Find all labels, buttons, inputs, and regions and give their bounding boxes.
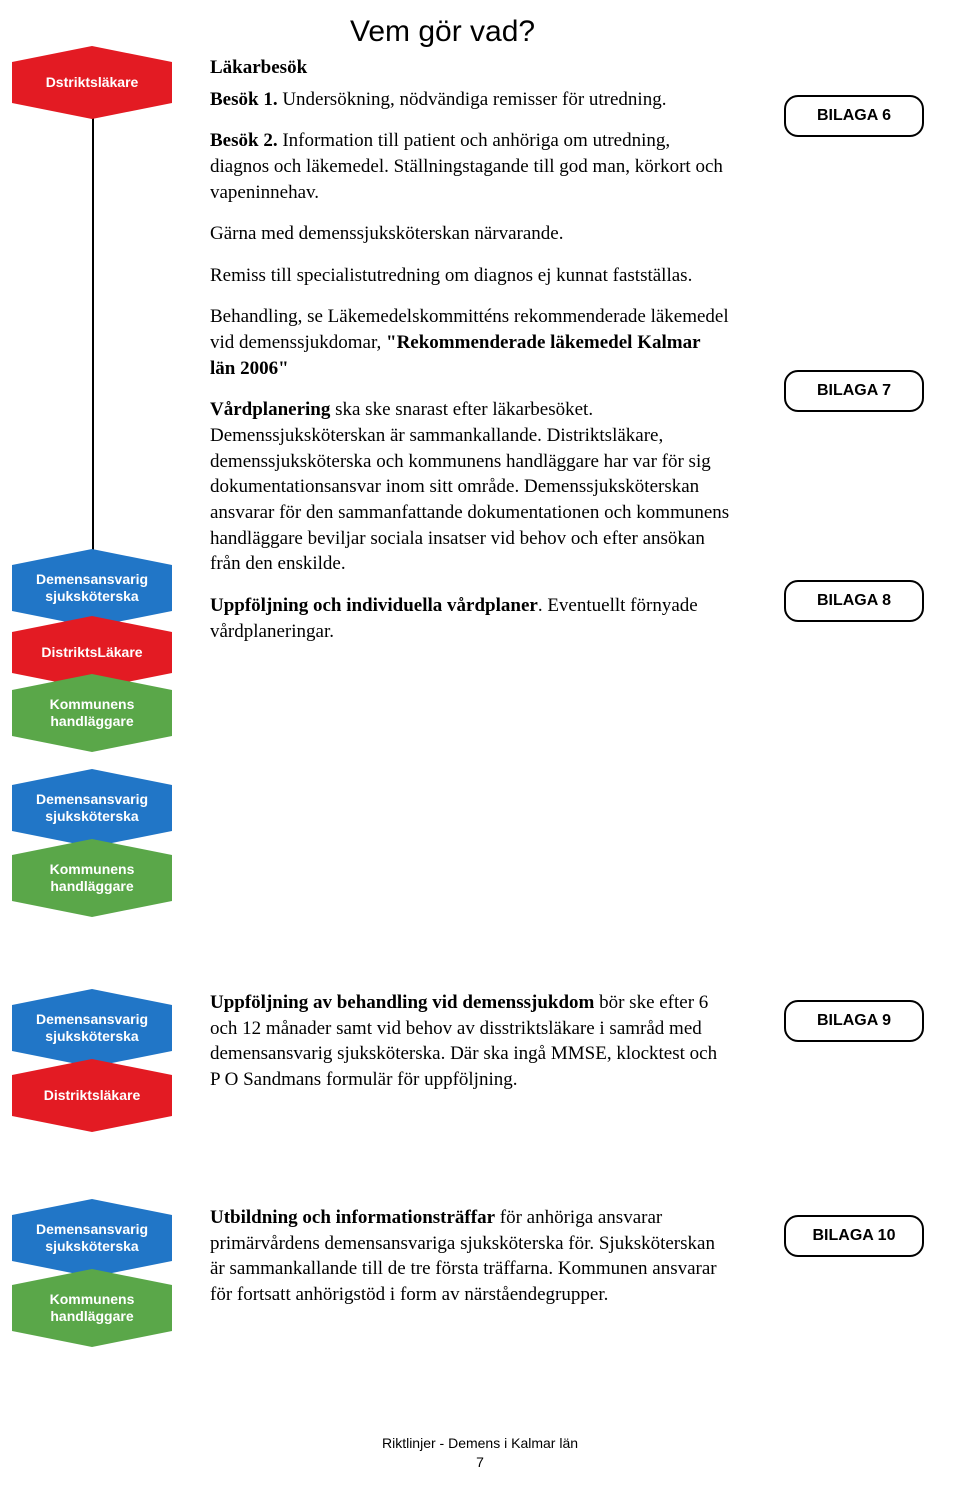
- flow-node-dstriktslakare: Dstriktsläkare: [12, 62, 172, 103]
- paragraph-garna: Gärna med demenssjuksköterskan närvarand…: [210, 221, 730, 247]
- lead-bold: Vårdplanering: [210, 399, 330, 420]
- section-utbildning: Utbildning och informationsträffar för a…: [210, 1205, 730, 1324]
- flow-node-distriktslakare-2: DistriktsLäkare: [12, 632, 172, 673]
- flow-line: [92, 90, 94, 570]
- flow-node-label: Demensansvarig sjuksköterska: [36, 1011, 148, 1044]
- badge-bilaga-9: BILAGA 9: [784, 1000, 924, 1042]
- badge-bilaga-7: BILAGA 7: [784, 370, 924, 412]
- text: Undersökning, nödvändiga remisser för ut…: [278, 89, 667, 110]
- flow-node-label: Demensansvarig sjuksköterska: [36, 1221, 148, 1254]
- text: Information till patient och anhöriga om…: [210, 130, 723, 202]
- flow-node-demensansvarig-4: Demensansvarig sjuksköterska: [12, 1215, 172, 1261]
- lead-bold: Besök 2.: [210, 130, 278, 151]
- flow-node-kommunens-3: Kommunens handläggare: [12, 1285, 172, 1331]
- flow-node-demensansvarig-2: Demensansvarig sjuksköterska: [12, 785, 172, 831]
- section-uppfoljning-behandling: Uppföljning av behandling vid demenssjuk…: [210, 990, 730, 1109]
- flow-node-label: Kommunens handläggare: [50, 1291, 135, 1324]
- flow-node-label: DistriktsLäkare: [41, 644, 142, 660]
- flow-node-demensansvarig-3: Demensansvarig sjuksköterska: [12, 1005, 172, 1051]
- paragraph-vardplanering: Vårdplanering ska ske snarast efter läka…: [210, 397, 730, 576]
- lead-bold: Uppföljning och individuella vårdplaner: [210, 595, 538, 616]
- page: Vem gör vad? Dstriktsläkare Demensansvar…: [0, 0, 960, 1493]
- badge-bilaga-6: BILAGA 6: [784, 95, 924, 137]
- paragraph-besok1: Besök 1. Undersökning, nödvändiga remiss…: [210, 87, 730, 113]
- paragraph-utbildning: Utbildning och informationsträffar för a…: [210, 1205, 730, 1308]
- paragraph-besok2: Besök 2. Information till patient och an…: [210, 128, 730, 205]
- badge-bilaga-8: BILAGA 8: [784, 580, 924, 622]
- flow-node-kommunens-2: Kommunens handläggare: [12, 855, 172, 901]
- heading-lakarbesok: Läkarbesök: [210, 55, 730, 81]
- paragraph-uppfoljning-behandling: Uppföljning av behandling vid demenssjuk…: [210, 990, 730, 1093]
- flow-node-kommunens-1: Kommunens handläggare: [12, 690, 172, 736]
- paragraph-remiss: Remiss till specialistutredning om diagn…: [210, 263, 730, 289]
- paragraph-behandling: Behandling, se Läkemedelskommitténs reko…: [210, 304, 730, 381]
- page-number: 7: [0, 1453, 960, 1473]
- flow-node-label: Distriktsläkare: [44, 1087, 141, 1103]
- flow-node-label: Kommunens handläggare: [50, 696, 135, 729]
- page-footer: Riktlinjer - Demens i Kalmar län 7: [0, 1434, 960, 1473]
- flow-node-label: Demensansvarig sjuksköterska: [36, 791, 148, 824]
- footer-text: Riktlinjer - Demens i Kalmar län: [0, 1434, 960, 1454]
- flow-node-label: Dstriktsläkare: [46, 74, 139, 90]
- page-title: Vem gör vad?: [350, 15, 535, 49]
- lead-bold: Uppföljning av behandling vid demenssjuk…: [210, 992, 594, 1013]
- section-lakarbesok: Läkarbesök Besök 1. Undersökning, nödvän…: [210, 55, 730, 660]
- flow-node-label: Kommunens handläggare: [50, 861, 135, 894]
- flow-node-distriktslakare-3: Distriktsläkare: [12, 1075, 172, 1116]
- flow-node-label: Demensansvarig sjuksköterska: [36, 571, 148, 604]
- flow-node-demensansvarig-1: Demensansvarig sjuksköterska: [12, 565, 172, 611]
- lead-bold: Utbildning och informationsträffar: [210, 1207, 495, 1228]
- lead-bold: Besök 1.: [210, 89, 278, 110]
- paragraph-uppfoljning-planer: Uppföljning och individuella vårdplaner.…: [210, 593, 730, 644]
- badge-bilaga-10: BILAGA 10: [784, 1215, 924, 1257]
- text: ska ske snarast efter läkarbesöket. Deme…: [210, 399, 729, 574]
